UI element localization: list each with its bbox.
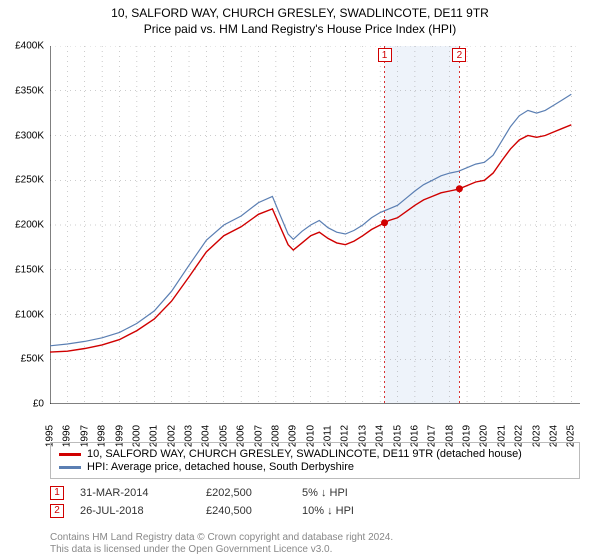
legend-label: 10, SALFORD WAY, CHURCH GRESLEY, SWADLIN… <box>87 448 522 460</box>
footer-line-1: Contains HM Land Registry data © Crown c… <box>50 532 580 544</box>
sale-row: 1 31-MAR-2014 £202,500 5% ↓ HPI <box>50 486 580 500</box>
chart-title: 10, SALFORD WAY, CHURCH GRESLEY, SWADLIN… <box>0 6 600 20</box>
y-tick-label: £150K <box>15 264 44 275</box>
sale-marker: 2 <box>50 504 64 518</box>
sale-row: 2 26-JUL-2018 £240,500 10% ↓ HPI <box>50 504 580 518</box>
y-tick-label: £250K <box>15 175 44 186</box>
legend-row: HPI: Average price, detached house, Sout… <box>59 461 571 473</box>
legend-swatch <box>59 453 81 456</box>
legend-swatch <box>59 466 81 469</box>
legend-row: 10, SALFORD WAY, CHURCH GRESLEY, SWADLIN… <box>59 448 571 460</box>
y-tick-label: £100K <box>15 309 44 320</box>
sales-block: 1 31-MAR-2014 £202,500 5% ↓ HPI 2 26-JUL-2018… <box>50 482 580 522</box>
sale-delta: 10% ↓ HPI <box>302 505 432 517</box>
sale-delta: 5% ↓ HPI <box>302 487 432 499</box>
y-tick-label: £350K <box>15 85 44 96</box>
legend-label: HPI: Average price, detached house, Sout… <box>87 461 354 473</box>
legend-box: 10, SALFORD WAY, CHURCH GRESLEY, SWADLIN… <box>50 442 580 479</box>
chart-sale-marker: 2 <box>452 48 466 62</box>
y-axis-labels: £0£50K£100K£150K£200K£250K£300K£350K£400… <box>0 46 48 404</box>
sale-price: £240,500 <box>206 505 286 517</box>
y-tick-label: £50K <box>21 354 44 365</box>
y-tick-label: £300K <box>15 130 44 141</box>
chart-titles: 10, SALFORD WAY, CHURCH GRESLEY, SWADLIN… <box>0 0 600 36</box>
y-tick-label: £200K <box>15 220 44 231</box>
sale-date: 26-JUL-2018 <box>80 505 190 517</box>
x-axis-labels: 1995199619971998199920002001200220032004… <box>50 406 580 440</box>
sale-price: £202,500 <box>206 487 286 499</box>
chart-area: 12 <box>50 46 580 404</box>
chart-footer: Contains HM Land Registry data © Crown c… <box>50 532 580 556</box>
y-tick-label: £400K <box>15 41 44 52</box>
footer-line-2: This data is licensed under the Open Gov… <box>50 544 580 556</box>
chart-svg <box>50 46 580 404</box>
sale-date: 31-MAR-2014 <box>80 487 190 499</box>
y-tick-label: £0 <box>33 399 44 410</box>
chart-subtitle: Price paid vs. HM Land Registry's House … <box>0 22 600 36</box>
chart-sale-marker: 1 <box>378 48 392 62</box>
sale-marker: 1 <box>50 486 64 500</box>
